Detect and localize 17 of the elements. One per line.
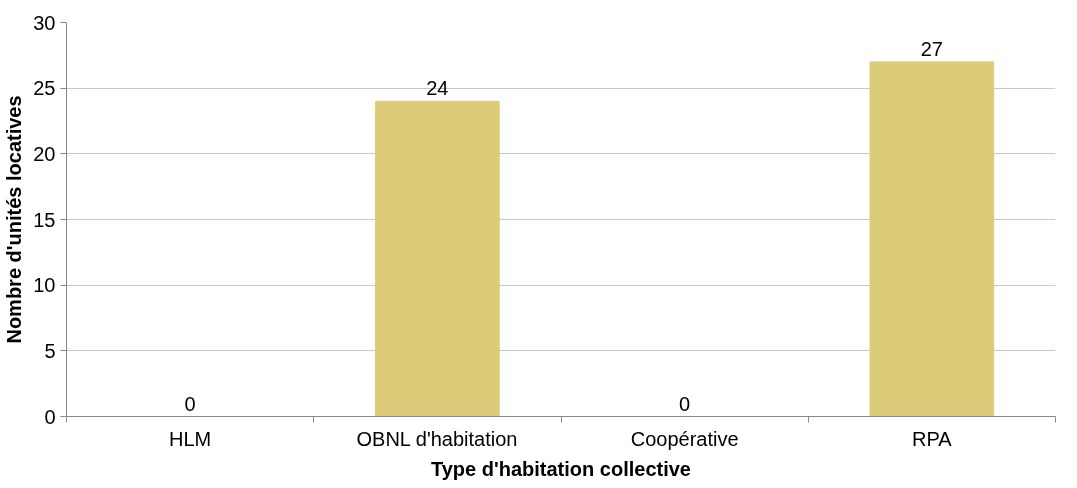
- y-tick-label: 0: [44, 405, 56, 428]
- x-axis-title: Type d'habitation collective: [431, 457, 691, 480]
- y-tick-label: 5: [44, 339, 56, 362]
- x-tick-label: HLM: [169, 427, 212, 450]
- y-tick-label: 15: [33, 208, 56, 231]
- x-tick-label: OBNL d'habitation: [356, 427, 518, 450]
- data-label: 24: [426, 77, 449, 100]
- y-tick-label: 25: [33, 77, 56, 100]
- data-label: 27: [920, 37, 943, 60]
- y-axis-title: Nombre d'unités locatives: [3, 95, 26, 344]
- x-tick-label: RPA: [912, 427, 953, 450]
- data-label: 0: [184, 392, 196, 415]
- x-tick-label: Coopérative: [630, 427, 739, 450]
- y-tick-label: 30: [33, 11, 56, 34]
- data-label: 0: [679, 392, 691, 415]
- y-tick-label: 20: [33, 142, 56, 165]
- y-tick-label: 10: [33, 274, 56, 297]
